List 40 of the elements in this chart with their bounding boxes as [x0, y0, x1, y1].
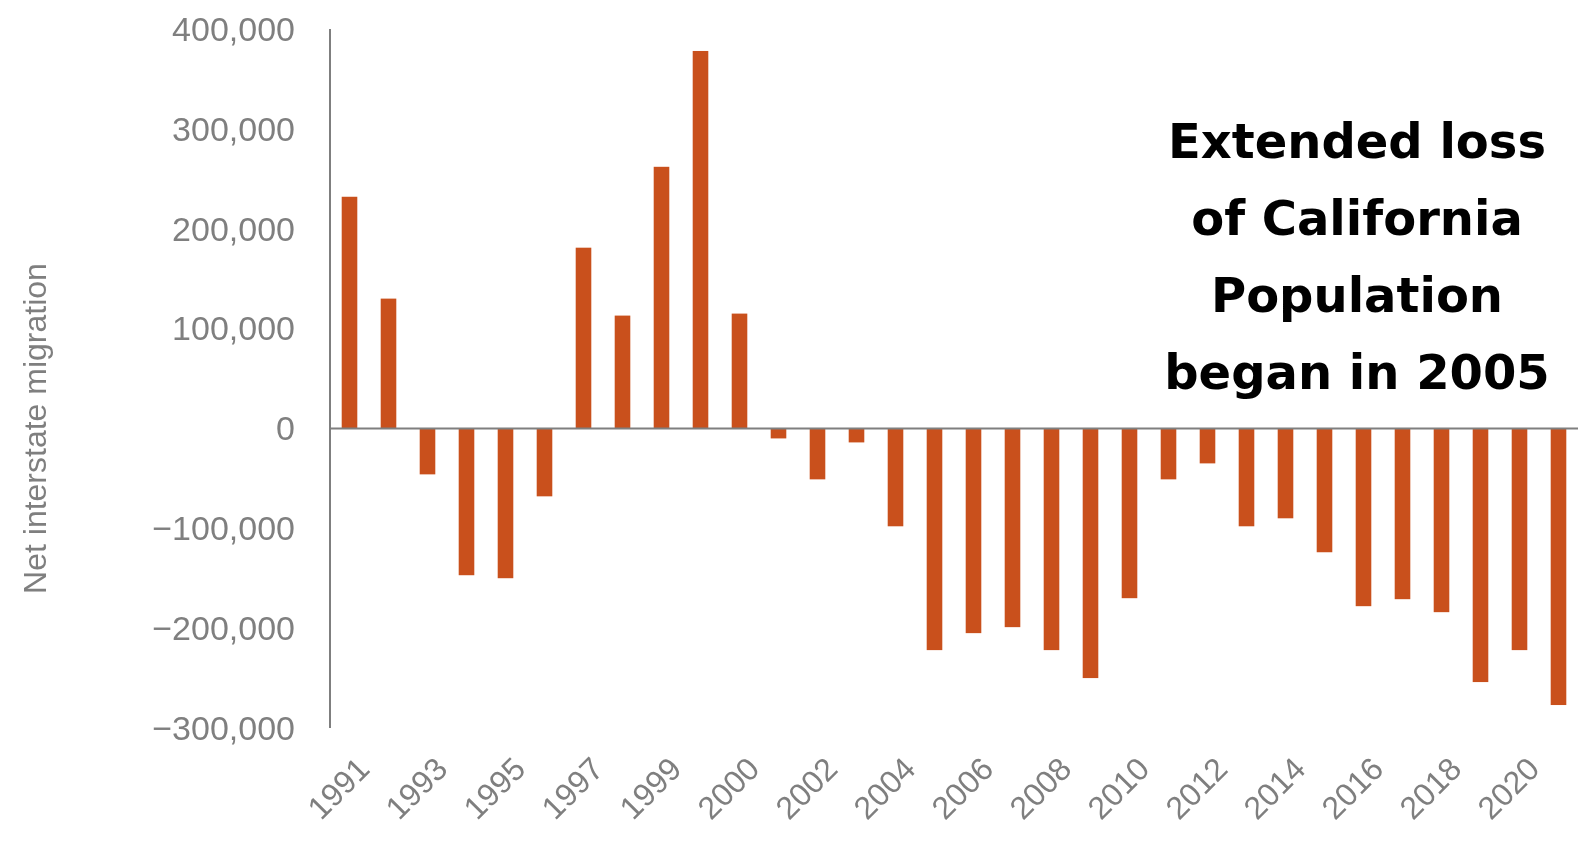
- y-tick-label: 300,000: [172, 109, 295, 148]
- y-tick-label: 0: [276, 409, 295, 448]
- bar: [809, 428, 826, 480]
- bar: [1277, 428, 1294, 519]
- bar: [887, 428, 904, 527]
- bar: [1082, 428, 1099, 679]
- bar: [1238, 428, 1255, 527]
- bar: [731, 313, 748, 429]
- bar: [1121, 428, 1138, 599]
- bar: [1316, 428, 1333, 553]
- y-tick-label: 100,000: [172, 309, 295, 348]
- bar: [380, 298, 397, 429]
- bar: [965, 428, 982, 634]
- bar: [341, 196, 358, 429]
- bar: [1199, 428, 1216, 464]
- bar: [419, 428, 436, 475]
- bar: [1550, 428, 1567, 706]
- y-tick-label: −200,000: [152, 609, 295, 648]
- bar: [458, 428, 475, 576]
- bar: [1004, 428, 1021, 628]
- bar: [1511, 428, 1528, 651]
- bar: [1394, 428, 1411, 600]
- bar: [1472, 428, 1489, 683]
- bar: [1355, 428, 1372, 607]
- bar: [1043, 428, 1060, 651]
- y-axis-title: Net interstate migration: [17, 263, 53, 594]
- bar: [1160, 428, 1177, 480]
- bar: [497, 428, 514, 579]
- bar: [614, 315, 631, 429]
- bar: [1433, 428, 1450, 613]
- y-tick-label: 400,000: [172, 9, 295, 48]
- bar: [575, 247, 592, 429]
- annotation: Extended loss of California Population began in 2005: [1164, 113, 1550, 400]
- bar: [536, 428, 553, 497]
- y-tick-label: −300,000: [152, 708, 295, 747]
- bar: [653, 166, 670, 429]
- bar: [692, 50, 709, 429]
- y-tick-label: 200,000: [172, 209, 295, 248]
- y-tick-label: −100,000: [152, 509, 295, 548]
- bar: [926, 428, 943, 651]
